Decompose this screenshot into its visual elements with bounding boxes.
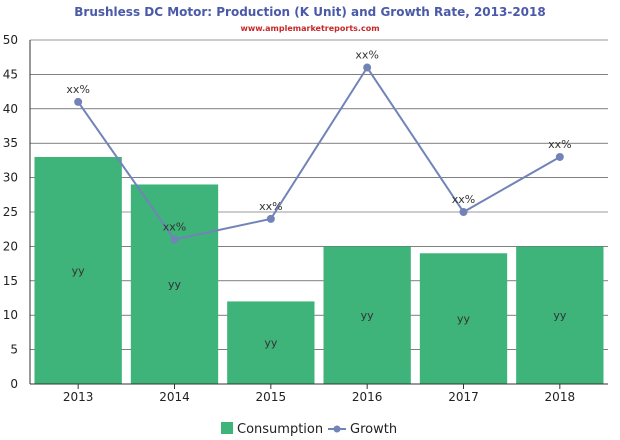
chart-title: Brushless DC Motor: Production (K Unit) … <box>74 5 545 19</box>
growth-data-label: xx% <box>452 193 475 206</box>
bar-data-label: yy <box>361 309 375 322</box>
y-axis: 0 5 10 15 20 25 30 35 40 45 50 <box>3 33 31 391</box>
growth-point <box>363 63 372 72</box>
bar-data-label: yy <box>72 264 86 277</box>
bar <box>34 156 122 384</box>
growth-data-label: xx% <box>548 138 571 151</box>
bar-data-label: yy <box>457 313 471 326</box>
y-tick-label: 40 <box>3 102 18 116</box>
legend-swatch-consumption[interactable] <box>221 422 233 434</box>
x-axis: 2013 2014 2015 2016 2017 2018 <box>30 383 608 404</box>
bar <box>227 301 315 384</box>
line-series: xx% xx% xx% xx% xx% xx% <box>66 49 572 244</box>
growth-data-label: xx% <box>355 49 378 62</box>
growth-point <box>266 214 275 223</box>
legend-label-growth[interactable]: Growth <box>350 422 397 437</box>
y-tick-label: 35 <box>3 136 18 150</box>
growth-data-label: xx% <box>66 83 89 96</box>
bar-series: yy yy yy yy yy yy <box>34 156 604 384</box>
legend: Consumption Growth <box>221 422 397 437</box>
y-tick-label: 0 <box>10 377 18 391</box>
legend-label-consumption[interactable]: Consumption <box>237 422 323 437</box>
bar <box>516 246 604 384</box>
x-tick-label: 2013 <box>63 390 94 404</box>
gridlines <box>30 39 608 385</box>
y-tick-label: 5 <box>10 343 18 357</box>
bar-data-label: yy <box>168 278 182 291</box>
bar <box>419 253 508 384</box>
growth-point <box>74 97 83 106</box>
x-tick-label: 2014 <box>159 390 190 404</box>
growth-point <box>170 235 179 244</box>
y-tick-label: 50 <box>3 33 18 47</box>
y-tick-label: 15 <box>3 274 18 288</box>
y-tick-label: 30 <box>3 171 18 185</box>
y-tick-label: 45 <box>3 67 18 81</box>
y-tick-label: 10 <box>3 308 18 322</box>
bar <box>130 184 219 384</box>
bar <box>323 246 411 384</box>
chart-subtitle: www.amplemarketreports.com <box>240 24 379 33</box>
growth-line <box>77 65 561 241</box>
x-tick-label: 2016 <box>352 390 383 404</box>
x-tick-label: 2017 <box>448 390 479 404</box>
legend-swatch-growth-point[interactable] <box>333 425 341 433</box>
growth-point <box>555 152 564 161</box>
growth-data-label: xx% <box>163 221 186 234</box>
y-tick-label: 25 <box>3 205 18 219</box>
growth-data-label: xx% <box>259 200 282 213</box>
x-tick-label: 2015 <box>256 390 287 404</box>
bar-data-label: yy <box>264 337 278 350</box>
bar-data-label: yy <box>553 309 567 322</box>
y-tick-label: 20 <box>3 239 18 253</box>
x-tick-label: 2018 <box>545 390 576 404</box>
growth-point <box>459 208 468 216</box>
